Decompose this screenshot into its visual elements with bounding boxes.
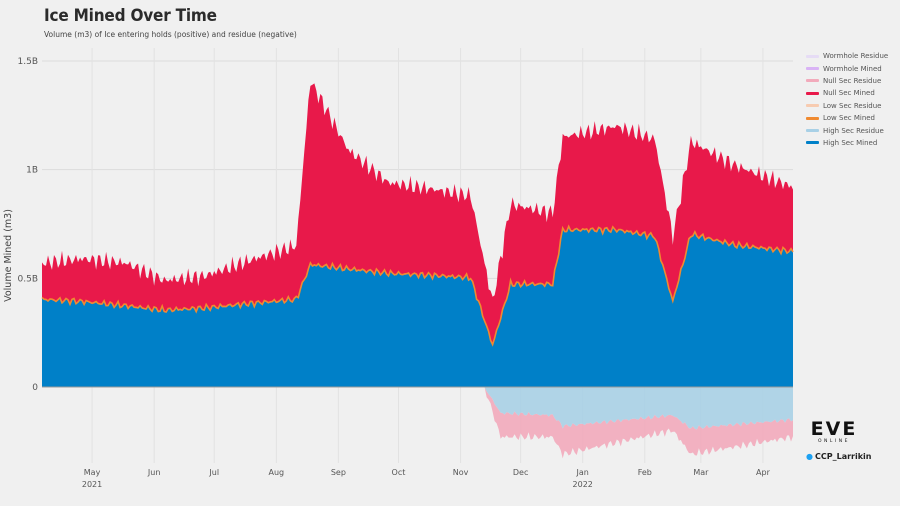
legend-label: Wormhole Residue <box>823 52 889 61</box>
legend-item: Null Sec Mined <box>806 87 888 99</box>
legend-swatch <box>806 91 819 95</box>
x-tick-label: Oct <box>392 468 406 477</box>
y-tick-label: 0 <box>32 383 38 393</box>
y-tick-label: 1.5B <box>18 57 39 67</box>
y-tick-label: 0.5B <box>18 274 39 284</box>
x-tick-label: Jul <box>208 468 219 477</box>
legend-item: Wormhole Residue <box>806 50 888 62</box>
x-tick-year-label: 2021 <box>82 480 102 489</box>
legend-label: High Sec Residue <box>823 126 884 135</box>
legend-swatch <box>806 116 819 120</box>
x-tick-label: Mar <box>693 468 709 477</box>
legend-item: Low Sec Residue <box>806 100 888 112</box>
x-tick-label: Jun <box>147 468 161 477</box>
author-credit[interactable]: ● CCP_Larrikin <box>806 452 871 461</box>
x-tick-year-label: 2022 <box>573 480 593 489</box>
legend-label: Low Sec Mined <box>823 114 876 123</box>
legend-label: Null Sec Residue <box>823 76 882 85</box>
legend-item: High Sec Mined <box>806 137 888 149</box>
legend-swatch <box>806 54 819 58</box>
logo-text: EVE <box>810 418 858 440</box>
low-sec-mined-line <box>41 224 794 347</box>
legend-item: Low Sec Mined <box>806 112 888 124</box>
x-tick-label: Feb <box>638 468 652 477</box>
null-sec-mined-area <box>42 83 793 346</box>
twitter-bird-icon: ● <box>806 452 813 461</box>
x-tick-label: Nov <box>453 468 469 477</box>
area-series <box>41 83 794 459</box>
legend-swatch <box>806 67 819 71</box>
y-tick-label: 1B <box>26 166 38 176</box>
logo-subtext: ONLINE <box>818 439 850 444</box>
legend-item: High Sec Residue <box>806 124 888 136</box>
x-tick-label: Dec <box>513 468 528 477</box>
y-axis-label: Volume Mined (m3) <box>3 209 14 302</box>
chart-subtitle: Volume (m3) of Ice entering holds (posit… <box>44 30 297 39</box>
null-sec-residue-area <box>484 387 793 459</box>
high-sec-mined-area <box>42 227 793 387</box>
x-tick-label: Jan <box>576 468 589 477</box>
axes: 0 0.5B 1B 1.5B May 2021 Jun Jul Aug Sep Oct Nov Dec J… <box>3 57 793 489</box>
legend-label: Wormhole Mined <box>823 64 882 73</box>
x-tick-label: Aug <box>268 468 284 477</box>
x-tick-label: Sep <box>331 468 346 477</box>
legend-swatch <box>806 129 819 133</box>
legend-swatch <box>806 104 819 108</box>
legend-label: High Sec Mined <box>823 138 878 147</box>
chart-title: Ice Mined Over Time <box>44 6 217 26</box>
x-tick-label: May <box>84 468 101 477</box>
chart-legend: Wormhole Residue Wormhole Mined Null Sec R… <box>806 50 888 149</box>
legend-item: Null Sec Residue <box>806 75 888 87</box>
eve-online-logo: EVE ONLINE <box>806 420 862 445</box>
x-tick-label: Apr <box>756 468 771 477</box>
legend-item: Wormhole Mined <box>806 62 888 74</box>
legend-swatch <box>806 79 819 83</box>
high-sec-residue-area <box>484 387 793 430</box>
legend-label: Null Sec Mined <box>823 89 875 98</box>
credit-handle: CCP_Larrikin <box>814 452 872 461</box>
legend-label: Low Sec Residue <box>823 101 882 110</box>
legend-swatch <box>806 141 819 145</box>
